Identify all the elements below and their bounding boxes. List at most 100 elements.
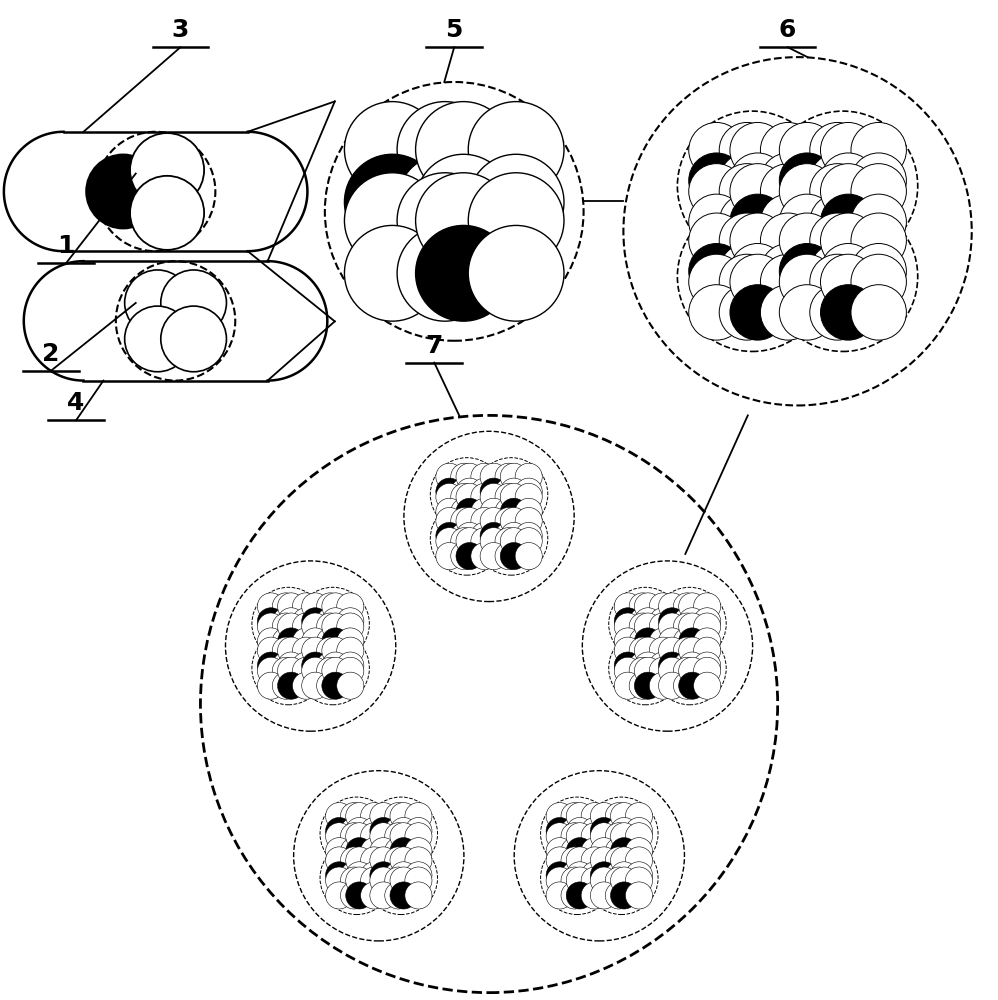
Circle shape (629, 657, 657, 684)
Circle shape (321, 652, 349, 679)
Circle shape (546, 847, 573, 874)
Circle shape (370, 862, 397, 889)
Circle shape (480, 463, 507, 490)
Circle shape (614, 608, 642, 635)
Circle shape (277, 613, 304, 640)
Circle shape (606, 817, 633, 845)
Circle shape (292, 628, 319, 655)
Circle shape (316, 593, 343, 620)
Circle shape (336, 657, 364, 684)
Circle shape (694, 628, 721, 655)
Circle shape (629, 593, 657, 620)
Circle shape (370, 817, 397, 845)
Circle shape (566, 882, 594, 909)
Circle shape (325, 882, 352, 909)
Circle shape (635, 637, 662, 664)
Circle shape (635, 608, 662, 635)
Circle shape (360, 803, 387, 830)
Circle shape (626, 867, 653, 894)
Text: 6: 6 (778, 18, 796, 42)
Circle shape (277, 657, 304, 684)
Circle shape (345, 847, 373, 874)
Circle shape (606, 867, 633, 894)
Circle shape (415, 173, 511, 269)
Circle shape (292, 637, 319, 664)
Circle shape (405, 803, 432, 830)
Circle shape (456, 483, 483, 510)
Circle shape (720, 213, 774, 268)
Circle shape (581, 823, 608, 850)
Circle shape (272, 593, 299, 620)
Circle shape (730, 153, 785, 208)
Circle shape (345, 803, 373, 830)
Circle shape (611, 817, 638, 845)
Circle shape (257, 613, 284, 640)
Circle shape (325, 817, 352, 845)
Circle shape (720, 164, 774, 219)
Circle shape (436, 483, 463, 510)
Circle shape (316, 652, 343, 679)
Circle shape (779, 254, 834, 310)
Circle shape (679, 637, 706, 664)
Circle shape (820, 153, 876, 208)
Circle shape (277, 628, 304, 655)
Circle shape (626, 847, 653, 874)
Circle shape (456, 498, 483, 525)
Circle shape (257, 593, 284, 620)
Circle shape (125, 270, 191, 336)
Circle shape (277, 593, 304, 620)
Circle shape (385, 867, 412, 894)
Circle shape (345, 838, 373, 865)
Circle shape (500, 507, 527, 535)
Circle shape (370, 847, 397, 874)
Circle shape (591, 867, 618, 894)
Circle shape (779, 153, 834, 208)
Circle shape (689, 254, 745, 310)
Circle shape (730, 164, 785, 219)
Circle shape (272, 613, 299, 640)
Circle shape (659, 657, 686, 684)
Circle shape (591, 838, 618, 865)
Circle shape (581, 882, 608, 909)
Circle shape (436, 498, 463, 525)
Circle shape (546, 867, 573, 894)
Circle shape (679, 652, 706, 679)
Circle shape (316, 657, 343, 684)
Circle shape (456, 463, 483, 490)
Circle shape (325, 838, 352, 865)
Circle shape (591, 882, 618, 909)
Circle shape (325, 847, 352, 874)
Circle shape (591, 803, 618, 830)
Circle shape (851, 254, 906, 310)
Circle shape (779, 122, 834, 178)
Circle shape (456, 507, 483, 535)
Circle shape (480, 507, 507, 535)
Circle shape (546, 882, 573, 909)
Circle shape (451, 483, 478, 510)
Circle shape (292, 593, 319, 620)
Circle shape (500, 543, 527, 570)
Circle shape (606, 847, 633, 874)
Circle shape (316, 628, 343, 655)
Circle shape (360, 847, 387, 874)
Circle shape (370, 867, 397, 894)
Circle shape (471, 498, 498, 525)
Circle shape (325, 862, 352, 889)
Circle shape (451, 498, 478, 525)
Circle shape (809, 244, 865, 299)
Circle shape (851, 122, 906, 178)
Circle shape (405, 817, 432, 845)
Circle shape (546, 817, 573, 845)
Circle shape (405, 867, 432, 894)
Circle shape (635, 672, 662, 699)
Circle shape (301, 657, 328, 684)
Circle shape (820, 244, 876, 299)
Circle shape (720, 244, 774, 299)
Circle shape (626, 882, 653, 909)
Circle shape (730, 244, 785, 299)
Circle shape (611, 823, 638, 850)
Circle shape (760, 244, 815, 299)
Circle shape (581, 817, 608, 845)
Circle shape (336, 628, 364, 655)
Circle shape (760, 153, 815, 208)
